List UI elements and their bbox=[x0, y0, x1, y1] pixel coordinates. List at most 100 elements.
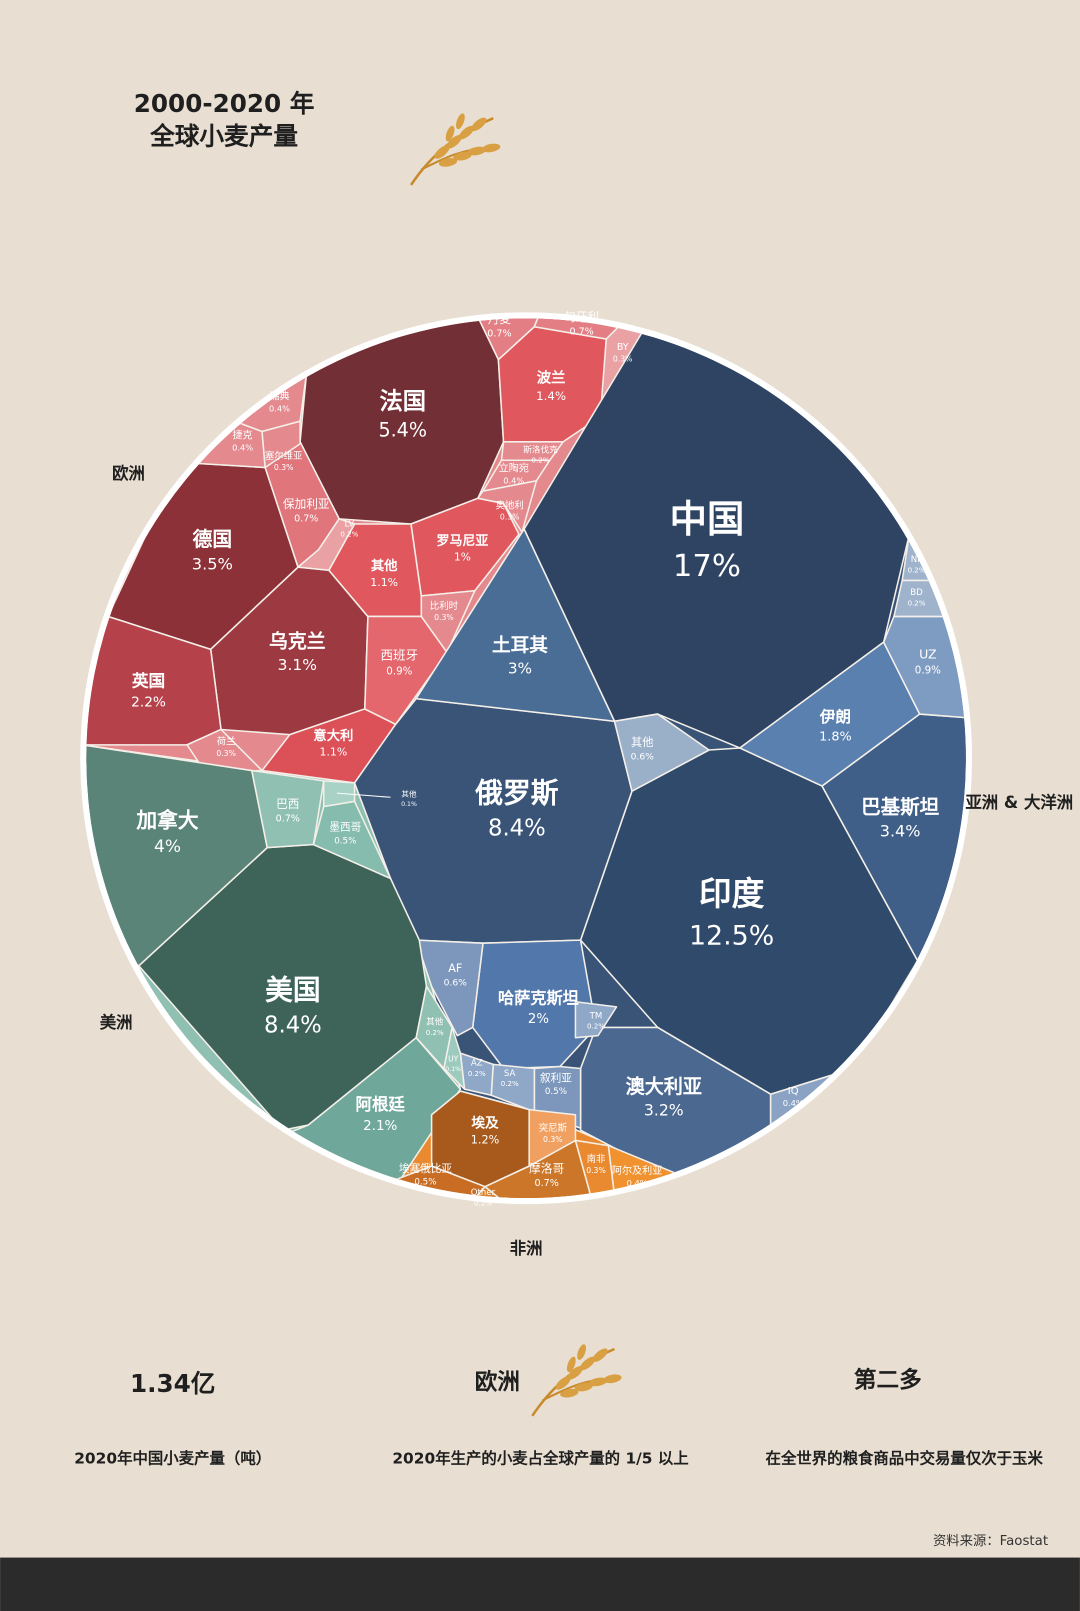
cell-name: 中国 bbox=[670, 497, 745, 541]
cell-name: 保加利亚 bbox=[283, 497, 330, 511]
cell-value: 0.2% bbox=[908, 565, 926, 574]
source: 资料来源：Faostat bbox=[933, 1533, 1048, 1549]
cell-name: 南非 bbox=[587, 1153, 606, 1165]
cell-name: 墨西哥 bbox=[329, 821, 361, 834]
cell-name: 意大利 bbox=[313, 727, 353, 744]
cell-name: 罗马尼亚 bbox=[437, 534, 489, 549]
cell-name: BY bbox=[617, 342, 629, 353]
cell-value: 1% bbox=[454, 551, 471, 564]
cell-value: 0.4% bbox=[783, 1098, 804, 1108]
cell-name: 捷克 bbox=[232, 429, 252, 442]
subtitle: 全球小麦产量 bbox=[149, 122, 298, 151]
cell-name: UY bbox=[448, 1055, 459, 1064]
stat-caption: 在全世界的粮食商品中交易量仅次于玉米 bbox=[766, 1448, 1044, 1467]
cell-name: 其他 bbox=[426, 1016, 444, 1028]
cell-name: 阿根廷 bbox=[356, 1095, 406, 1114]
cell-value: 8.4% bbox=[488, 815, 546, 841]
cell-value: 0.2% bbox=[340, 529, 358, 538]
cell-name: 荷兰 bbox=[217, 736, 236, 748]
region-label: 非洲 bbox=[510, 1239, 543, 1258]
cell-name: 美国 bbox=[265, 974, 321, 1007]
treemap bbox=[86, 318, 966, 1198]
cell bbox=[443, 1026, 466, 1090]
cell-name: 印度 bbox=[699, 875, 765, 913]
cell-value: 0.5% bbox=[334, 836, 356, 846]
region-label: 欧洲 bbox=[112, 464, 145, 483]
cell-value: 0.6% bbox=[631, 751, 655, 762]
cell-name: TM bbox=[589, 1011, 603, 1021]
stat-value: 1.34亿 bbox=[130, 1369, 215, 1398]
cell-value: 1.2% bbox=[471, 1134, 500, 1147]
cell-value: 4% bbox=[154, 837, 181, 857]
cell-value: 8.4% bbox=[264, 1013, 322, 1039]
cell-name: 其他 bbox=[371, 557, 398, 574]
cell-value: 0.1% bbox=[401, 801, 417, 808]
stat-value: 第二多 bbox=[854, 1366, 922, 1393]
cell-value: 1.1% bbox=[370, 576, 398, 589]
cell-name: 其他 bbox=[631, 736, 653, 749]
cell-name: 叙利亚 bbox=[540, 1071, 572, 1084]
cell-name: 法国 bbox=[379, 388, 426, 415]
cell-name: 奥地利 bbox=[496, 499, 524, 511]
cell-name: UZ bbox=[919, 646, 937, 661]
cell-value: 0.4% bbox=[269, 403, 290, 413]
cell-name: LV bbox=[345, 519, 355, 529]
cell-value: 0.9% bbox=[386, 665, 412, 677]
cell-value: 0.1% bbox=[445, 1066, 461, 1073]
cell-name: 乌克兰 bbox=[269, 630, 326, 653]
cell-value: 0.4% bbox=[232, 443, 253, 453]
cell-name: 澳大利亚 bbox=[626, 1075, 702, 1098]
cell-name: BD bbox=[910, 588, 923, 598]
pointer-line bbox=[337, 792, 391, 798]
cell-value: 17% bbox=[673, 549, 741, 584]
cell-name: 埃塞俄比亚 bbox=[399, 1162, 453, 1175]
cell-value: 1.4% bbox=[536, 389, 566, 403]
cell-value: 0.2% bbox=[532, 455, 550, 464]
cell-value: 0.3% bbox=[434, 613, 454, 622]
footer-bar bbox=[0, 1557, 1080, 1611]
cell-value: 0.7% bbox=[535, 1178, 559, 1189]
cell-value: 0.5% bbox=[545, 1087, 567, 1097]
cell bbox=[297, 518, 356, 571]
cell-name: 瑞典 bbox=[269, 390, 289, 403]
cell-name: 阿尔及利亚 bbox=[612, 1164, 662, 1177]
cell-value: 0.3% bbox=[613, 354, 633, 363]
cell-value: 2.1% bbox=[363, 1118, 397, 1134]
cell-value: 0.3% bbox=[500, 512, 520, 521]
cell-value: 3.1% bbox=[278, 656, 317, 674]
cell bbox=[574, 1000, 618, 1039]
stat-caption: 2020年生产的小麦占全球产量的 1/5 以上 bbox=[392, 1448, 688, 1467]
cell-name: 巴基斯坦 bbox=[861, 795, 940, 818]
cell-value: 0.3% bbox=[543, 1135, 563, 1144]
cell-name: 波兰 bbox=[537, 369, 566, 387]
region-label: 亚洲 & 大洋洲 bbox=[965, 793, 1073, 812]
cell-name: 德国 bbox=[193, 528, 232, 551]
cell-name: 哈萨克斯坦 bbox=[498, 988, 579, 1007]
cell-value: 2% bbox=[528, 1012, 549, 1027]
cell-name: 其他 bbox=[401, 789, 417, 799]
cell-value: 0.2% bbox=[587, 1022, 605, 1031]
cell-value: 2.2% bbox=[131, 695, 166, 711]
cell bbox=[500, 441, 564, 462]
title: 2000-2020 年 bbox=[134, 89, 315, 118]
cell-name: 塞尔维亚 bbox=[265, 450, 303, 462]
cell-value: 0.7% bbox=[487, 328, 511, 339]
cell-name: 丹麦 bbox=[488, 312, 512, 326]
cell-value: 0.2% bbox=[426, 1028, 444, 1037]
cell-name: 西班牙 bbox=[381, 647, 419, 662]
cell-value: 0.5% bbox=[414, 1177, 436, 1187]
cell-name: 加拿大 bbox=[135, 808, 199, 832]
cell-value: 12.5% bbox=[689, 920, 774, 951]
stat-caption: 2020年中国小麦产量（吨） bbox=[74, 1448, 271, 1467]
cell-name: Other bbox=[471, 1188, 496, 1198]
cell-value: 3.4% bbox=[880, 821, 921, 840]
cell-name: 比利时 bbox=[430, 600, 459, 612]
cell-name: 立陶宛 bbox=[499, 461, 529, 474]
cell-value: 0.7% bbox=[276, 813, 300, 824]
cell-value: 0.3% bbox=[586, 1166, 606, 1175]
cell-value: 0.6% bbox=[444, 977, 468, 988]
cell-name: 土耳其 bbox=[492, 635, 548, 656]
cell-value: 5.4% bbox=[378, 419, 426, 442]
cell-name: 伊朗 bbox=[819, 707, 851, 726]
